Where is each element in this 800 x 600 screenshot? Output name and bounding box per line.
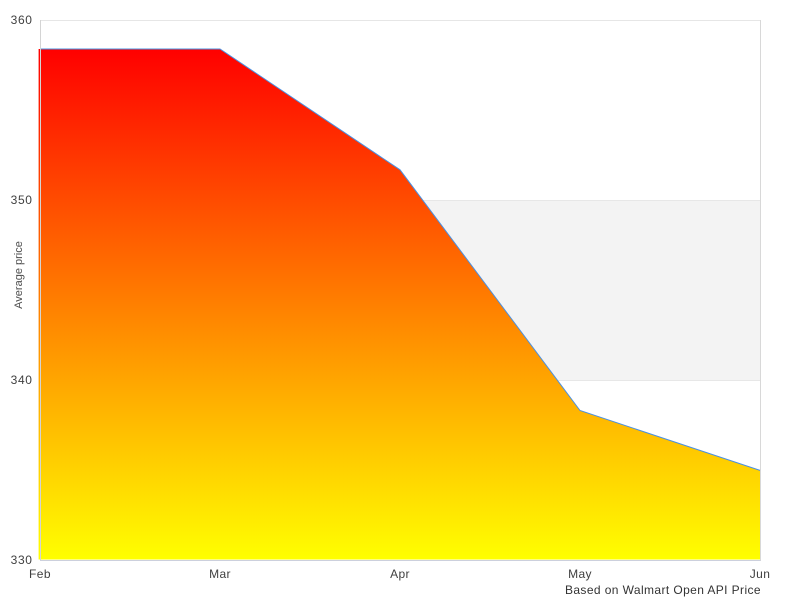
svg-text:May: May bbox=[568, 567, 592, 581]
svg-text:Apr: Apr bbox=[390, 567, 410, 581]
svg-text:330: 330 bbox=[11, 553, 33, 567]
svg-text:350: 350 bbox=[11, 193, 33, 207]
svg-text:Based on Walmart Open API Pric: Based on Walmart Open API Price bbox=[565, 583, 761, 597]
svg-text:Average price: Average price bbox=[13, 241, 25, 309]
svg-text:Feb: Feb bbox=[29, 567, 51, 581]
svg-text:360: 360 bbox=[11, 13, 33, 27]
svg-text:Mar: Mar bbox=[209, 567, 231, 581]
svg-text:340: 340 bbox=[11, 373, 33, 387]
svg-text:Jun: Jun bbox=[750, 567, 771, 581]
